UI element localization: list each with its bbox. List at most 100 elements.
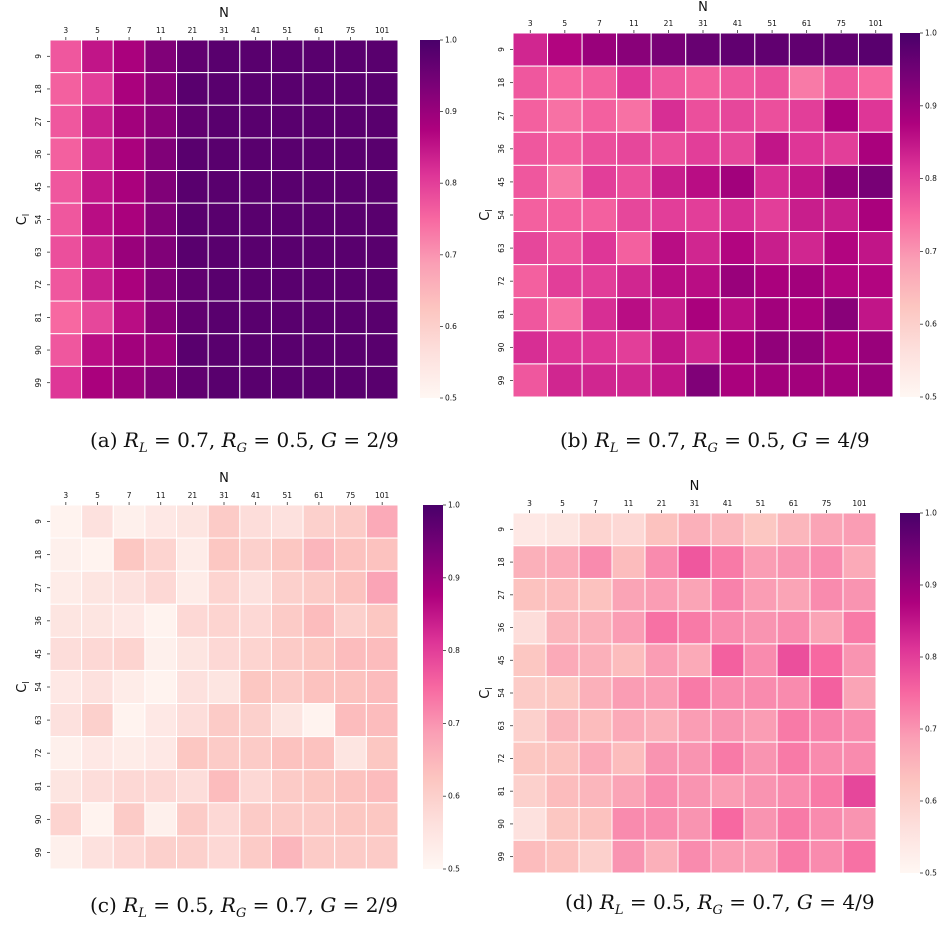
heatmap-cell <box>207 72 241 106</box>
heatmap-cell <box>270 267 304 302</box>
heatmap-cell <box>823 197 859 233</box>
x-tick-label: 75 <box>346 26 356 35</box>
heatmap-cell <box>616 98 652 133</box>
heatmap-cell <box>49 835 83 870</box>
heatmap-cell <box>144 570 178 605</box>
heatmap-cell <box>176 570 209 605</box>
heatmap-cell <box>512 512 547 547</box>
heatmap-cell <box>49 72 83 106</box>
heatmap-cell <box>176 104 209 139</box>
heatmap-cell <box>685 131 721 166</box>
heatmap-cell <box>270 202 304 237</box>
heatmap-cell <box>334 570 367 605</box>
colorbar-tick-label: 1.0 <box>925 29 937 38</box>
heatmap-cell <box>857 231 894 266</box>
x-tick-label: 3 <box>527 499 532 508</box>
heatmap-cell <box>270 636 304 671</box>
heatmap-cell <box>270 835 304 870</box>
y-tick-label: 90 <box>497 342 506 352</box>
y-axis-label: Cl <box>478 209 495 221</box>
y-tick-label: 81 <box>34 781 43 791</box>
heatmap-cell <box>365 365 399 400</box>
heatmap-cell <box>144 603 178 638</box>
y-tick-label: 36 <box>497 144 506 154</box>
heatmap-cell <box>144 537 178 572</box>
heatmap-cell <box>743 774 778 809</box>
heatmap-cell <box>581 231 618 266</box>
heatmap-cell <box>754 98 790 133</box>
heatmap-cell <box>512 741 547 776</box>
heatmap-cell <box>302 570 336 605</box>
heatmap-cell <box>144 267 178 302</box>
y-tick-label: 54 <box>497 210 506 220</box>
x-tick-label: 41 <box>733 19 743 28</box>
heatmap-cell <box>239 570 272 605</box>
x-tick-label: 51 <box>756 499 766 508</box>
heatmap-cell <box>112 333 146 367</box>
heatmap-cell <box>207 669 241 705</box>
heatmap-cell <box>644 774 679 809</box>
heatmap-cell <box>547 65 583 100</box>
heatmap-cell <box>743 577 778 612</box>
heatmap-cell <box>547 164 583 199</box>
heatmap-cell <box>809 676 844 710</box>
heatmap-cell <box>334 170 367 204</box>
heatmap-cell <box>754 297 790 332</box>
heatmap-cell <box>743 512 778 547</box>
heatmap-cell <box>176 72 209 106</box>
heatmap-cell <box>144 636 178 671</box>
heatmap-cell <box>710 741 745 776</box>
heatmap-cell <box>207 570 241 605</box>
heatmap-cell <box>547 98 583 133</box>
heatmap-cell <box>207 504 241 539</box>
heatmap-cell <box>302 235 336 269</box>
heatmap-cell <box>239 835 272 870</box>
heatmap-cell <box>207 333 241 367</box>
heatmap-cell <box>578 610 613 645</box>
heatmap-cell <box>685 65 721 100</box>
heatmap-cell <box>270 570 304 605</box>
x-axis-label: N <box>219 471 229 486</box>
panel-caption-b: (b) RL = 0.7, RG = 0.5, G = 4/9 <box>560 428 870 456</box>
x-tick-label: 41 <box>723 499 733 508</box>
heatmap-cell <box>112 72 146 106</box>
heatmap-cell <box>611 643 646 678</box>
heatmap-cell <box>207 137 241 172</box>
heatmap-cell <box>857 363 894 398</box>
heatmap-cell <box>81 235 114 269</box>
heatmap-cell <box>581 264 618 299</box>
heatmap-cell <box>176 603 209 638</box>
y-tick-label: 63 <box>34 247 43 257</box>
y-tick-label: 90 <box>34 345 43 355</box>
heatmap-cell <box>239 267 272 302</box>
heatmap-cell <box>616 65 652 100</box>
y-tick-label: 36 <box>497 623 506 633</box>
heatmap-cell <box>302 333 336 367</box>
heatmap-cell <box>809 610 844 645</box>
heatmap-cell <box>842 741 877 776</box>
heatmap-cell <box>49 202 83 237</box>
heatmap-cell <box>365 736 399 771</box>
heatmap-cell <box>112 636 146 671</box>
y-tick-label: 18 <box>497 78 506 88</box>
heatmap-cell <box>112 202 146 237</box>
heatmap-cell <box>112 137 146 172</box>
heatmap-cell <box>239 137 272 172</box>
heatmap-cell <box>842 545 877 579</box>
heatmap-cell <box>743 676 778 710</box>
y-tick-label: 18 <box>34 550 43 560</box>
heatmap-cell <box>49 603 83 638</box>
heatmap-cell <box>710 577 745 612</box>
heatmap-cell <box>239 365 272 400</box>
heatmap-cell <box>512 577 547 612</box>
heatmap-cell <box>81 537 114 572</box>
heatmap-cell <box>809 512 844 547</box>
heatmap-cell <box>270 333 304 367</box>
colorbar-tick-label: 0.5 <box>448 865 460 874</box>
heatmap-cell <box>144 736 178 771</box>
heatmap-cell <box>719 297 756 332</box>
heatmap-cell <box>581 32 618 67</box>
heatmap-cell <box>788 164 825 199</box>
heatmap-cell <box>334 104 367 139</box>
heatmap-cell <box>685 32 721 67</box>
